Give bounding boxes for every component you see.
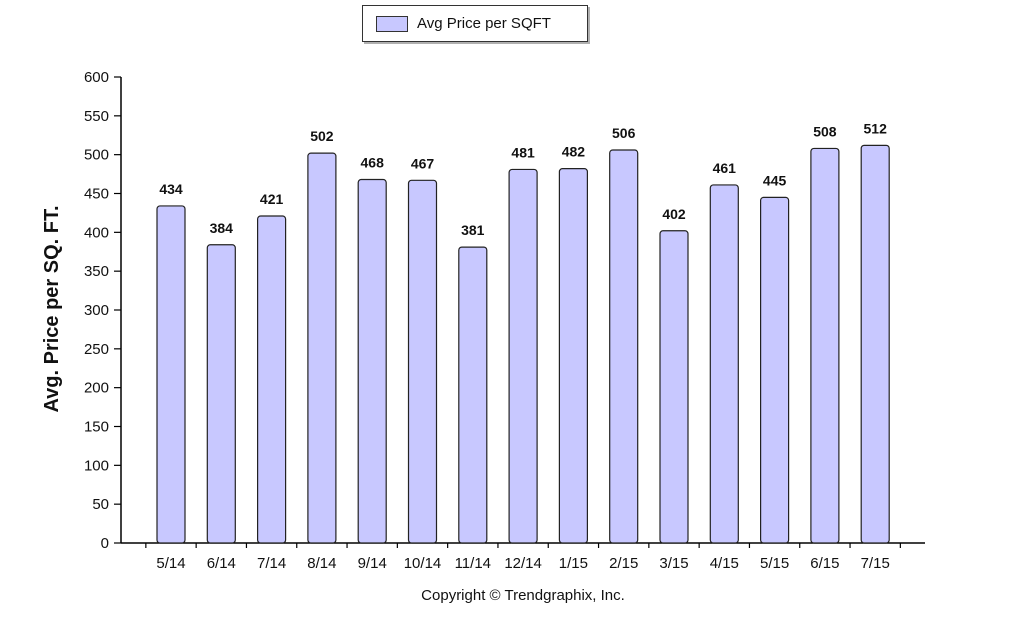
data-label: 506 xyxy=(612,125,636,141)
y-tick-label: 300 xyxy=(84,302,109,319)
y-tick-label: 50 xyxy=(92,496,109,513)
bar xyxy=(860,144,890,544)
y-tick-label: 450 xyxy=(84,186,109,203)
x-tick-label: 4/15 xyxy=(710,555,739,572)
x-tick-label: 5/15 xyxy=(760,555,789,572)
bar xyxy=(357,178,387,544)
data-label: 468 xyxy=(361,155,385,171)
x-tick-label: 11/14 xyxy=(455,555,491,572)
x-tick-label: 8/14 xyxy=(307,555,336,572)
x-tick-label: 9/14 xyxy=(358,555,387,572)
y-tick-label: 400 xyxy=(84,224,109,241)
x-tick-label: 7/15 xyxy=(861,555,890,572)
y-tick-label: 250 xyxy=(84,341,109,358)
x-tick-label: 3/15 xyxy=(659,555,688,572)
bar xyxy=(156,205,186,544)
data-label: 445 xyxy=(763,172,787,188)
x-tick-label: 5/14 xyxy=(156,555,185,572)
bar xyxy=(659,230,689,544)
copyright-text: Copyright © Trendgraphix, Inc. xyxy=(421,587,625,604)
y-tick-label: 500 xyxy=(84,147,109,164)
data-label: 461 xyxy=(713,160,737,176)
y-tick-label: 600 xyxy=(84,69,109,86)
data-label: 481 xyxy=(511,144,535,160)
plot-area: 0 50 100 150 200 250 300 350 400 450 500 550 600 434 5… xyxy=(84,69,925,572)
legend-swatch xyxy=(376,15,408,32)
x-tick-label: 7/14 xyxy=(257,555,286,572)
bar xyxy=(407,179,438,544)
data-label: 467 xyxy=(411,155,435,171)
data-label: 434 xyxy=(159,181,183,197)
data-label: 502 xyxy=(310,128,334,144)
y-tick-label: 100 xyxy=(84,457,109,474)
data-label: 508 xyxy=(813,123,837,139)
y-tick-label: 200 xyxy=(84,380,109,397)
y-tick-label: 150 xyxy=(84,419,109,436)
y-tick-label: 550 xyxy=(84,108,109,125)
bar xyxy=(206,244,236,544)
x-tick-label: 12/14 xyxy=(504,555,542,572)
bar xyxy=(558,168,589,544)
data-label: 512 xyxy=(864,120,888,136)
x-tick-label: 6/14 xyxy=(207,555,236,572)
y-axis-label: Avg. Price per SQ. FT. xyxy=(41,205,63,412)
legend: Avg Price per SQFT xyxy=(362,5,588,42)
bar xyxy=(810,147,840,544)
bar xyxy=(609,149,639,544)
y-tick-label: 350 xyxy=(84,263,109,280)
x-tick-label: 10/14 xyxy=(404,555,442,572)
x-tick-label: 2/15 xyxy=(609,555,638,572)
data-label: 421 xyxy=(260,191,284,207)
bar xyxy=(307,152,337,544)
data-label: 482 xyxy=(562,144,586,160)
bar xyxy=(709,184,739,544)
x-tick-label: 1/15 xyxy=(559,555,588,572)
x-tick-label: 6/15 xyxy=(810,555,839,572)
bar xyxy=(759,196,790,544)
y-tick-label: 0 xyxy=(101,535,109,552)
data-label: 381 xyxy=(461,222,485,238)
bar xyxy=(508,168,538,544)
data-label: 384 xyxy=(210,220,234,236)
data-label: 402 xyxy=(662,206,686,222)
legend-label: Avg Price per SQFT xyxy=(417,15,551,32)
bar xyxy=(458,246,488,544)
bar xyxy=(257,215,287,544)
